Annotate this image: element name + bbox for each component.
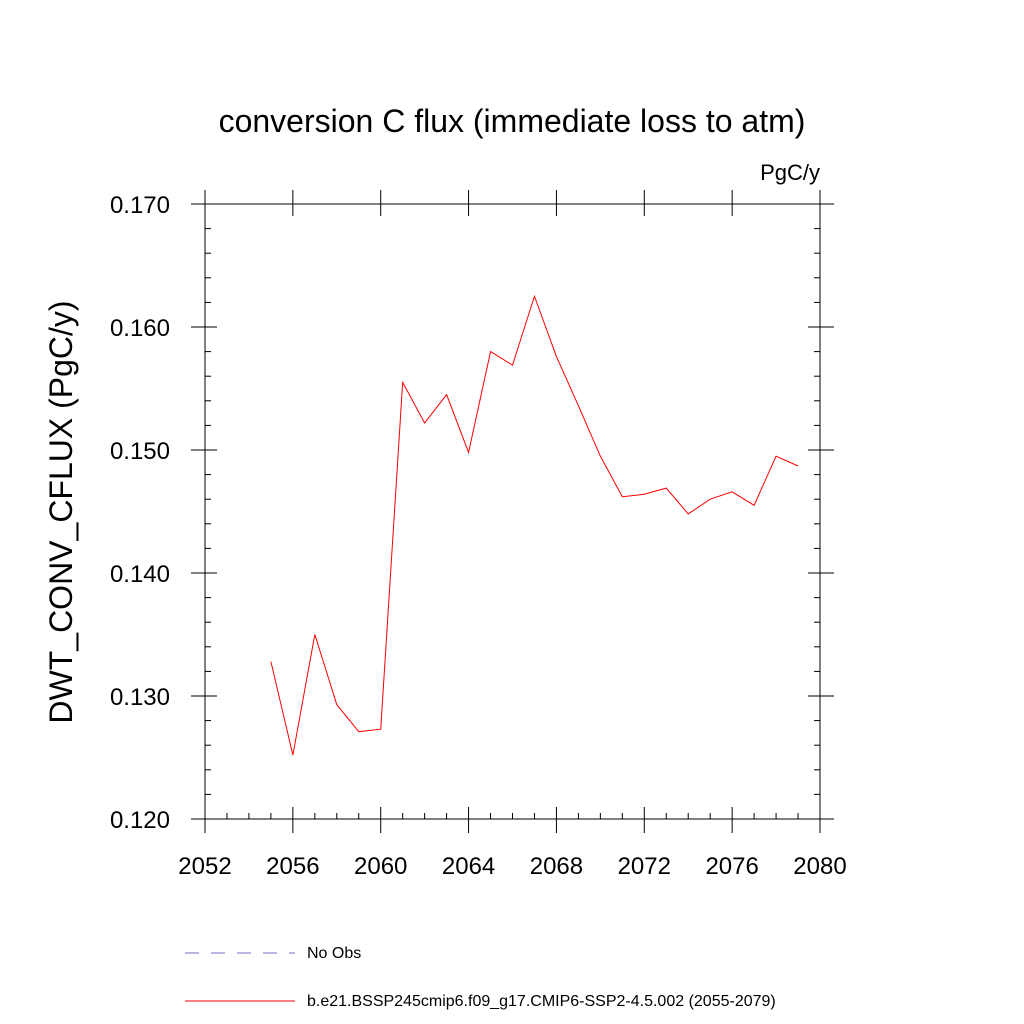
chart-title: conversion C flux (immediate loss to atm… [219, 103, 806, 139]
y-tick-label: 0.170 [110, 192, 170, 219]
axis-ticks [191, 190, 834, 833]
legend-label-no-obs: No Obs [307, 945, 361, 962]
y-tick-label: 0.120 [110, 807, 170, 834]
series-group [270, 294, 799, 756]
plot-frame [204, 203, 821, 820]
y-tick-label: 0.130 [110, 684, 170, 711]
x-tick-label: 2056 [266, 853, 319, 880]
legend-label-series: b.e21.BSSP245cmip6.f09_g17.CMIP6-SSP2-4.… [307, 993, 776, 1010]
y-tick-label: 0.140 [110, 561, 170, 588]
x-tick-label: 2060 [354, 853, 407, 880]
y-axis-label: DWT_CONV_CFLUX (PgC/y) [43, 300, 79, 723]
x-tick-label: 2072 [618, 853, 671, 880]
y-tick-label: 0.150 [110, 438, 170, 465]
x-tick-label: 2080 [793, 853, 846, 880]
units-label: PgC/y [760, 160, 820, 185]
y-tick-label: 0.160 [110, 315, 170, 342]
x-tick-label: 2076 [705, 853, 758, 880]
x-tick-label: 2064 [442, 853, 495, 880]
series-line [270, 294, 799, 756]
legend: No Obs b.e21.BSSP245cmip6.f09_g17.CMIP6-… [185, 945, 776, 1010]
x-tick-label: 2052 [178, 853, 231, 880]
axis-tick-labels: 2052 2056 2060 2064 2068 2072 2076 2080 0.120 0.1… [110, 192, 847, 880]
x-tick-label: 2068 [530, 853, 583, 880]
